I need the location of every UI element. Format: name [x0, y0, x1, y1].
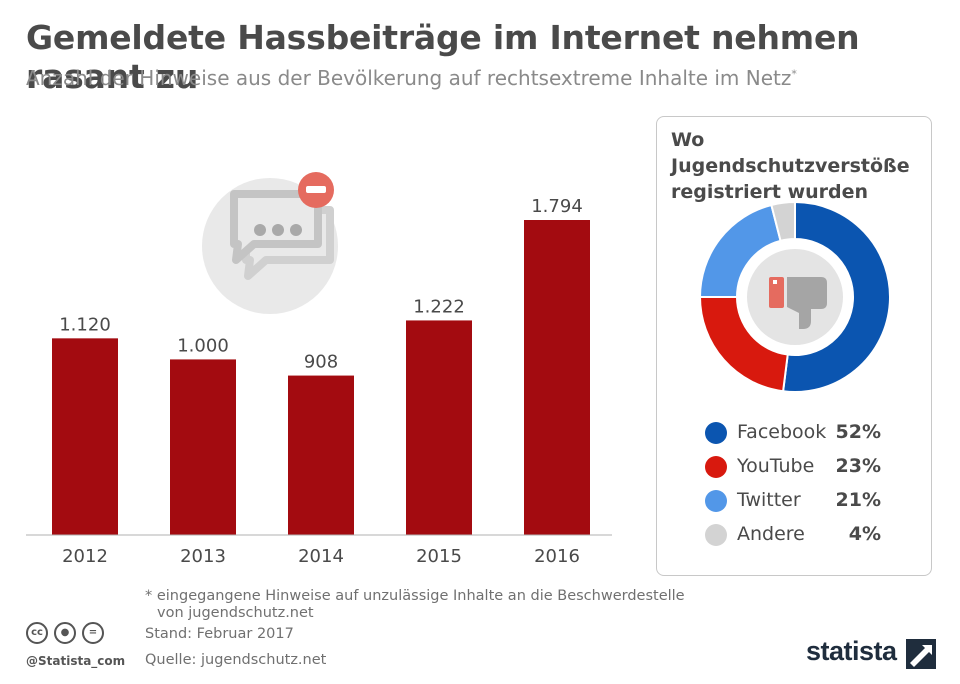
- no-derivatives-icon[interactable]: =: [82, 622, 104, 644]
- legend-label: Andere: [737, 523, 805, 545]
- legend-item-andere: Andere 4%: [657, 520, 933, 550]
- bar-2015: [406, 320, 472, 535]
- legend-value: 4%: [848, 523, 881, 545]
- legend-swatch: [705, 422, 727, 444]
- cc-icon[interactable]: cc: [26, 622, 48, 644]
- bar-value-label: 1.120: [59, 314, 111, 335]
- subtitle-text: Anzahl der Hinweise aus der Bevölkerung …: [26, 66, 792, 90]
- statista-wordmark: statista: [806, 636, 897, 666]
- legend-swatch: [705, 456, 727, 478]
- donut-chart: [698, 200, 891, 393]
- x-tick-label: 2013: [180, 546, 226, 567]
- comment-icon: [202, 172, 338, 314]
- attribution-icon[interactable]: ●: [54, 622, 76, 644]
- bar-chart: 1.120 1.000 908 1.222 1.794 2012 2013 2014 2015…: [26, 172, 612, 567]
- footnote-line-1: * eingegangene Hinweise auf unzulässige …: [145, 588, 685, 604]
- legend-swatch: [705, 524, 727, 546]
- statista-handle[interactable]: @Statista_com: [26, 654, 126, 668]
- bar-value-label: 908: [304, 352, 338, 373]
- page-subtitle: Anzahl der Hinweise aus der Bevölkerung …: [26, 66, 797, 90]
- bar-2014: [288, 375, 354, 535]
- bar-value-label: 1.000: [177, 335, 229, 356]
- footnote: * eingegangene Hinweise auf unzulässige …: [145, 588, 685, 622]
- x-axis-ticks: 2012 2013 2014 2015 2016: [62, 546, 580, 567]
- bars: [52, 220, 590, 535]
- legend-swatch: [705, 490, 727, 512]
- legend-value: 52%: [835, 421, 881, 443]
- legend-label: YouTube: [737, 455, 815, 477]
- x-tick-label: 2012: [62, 546, 108, 567]
- footnote-line-2: von jugendschutz.net: [157, 605, 314, 621]
- slice-andere: [770, 200, 796, 243]
- legend-value: 23%: [835, 455, 881, 477]
- license-icons: cc ● =: [26, 622, 110, 644]
- donut-title: Wo Jugendschutzverstöße registriert wurd…: [671, 129, 910, 203]
- legend-item-facebook: Facebook 52%: [657, 418, 933, 448]
- bar-value-label: 1.222: [413, 296, 465, 317]
- legend-item-twitter: Twitter 21%: [657, 486, 933, 516]
- stand-date: Stand: Februar 2017: [145, 626, 294, 642]
- subtitle-footnote-mark: *: [791, 67, 797, 81]
- donut-card: Wo Jugendschutzverstöße registriert wurd…: [656, 116, 932, 576]
- bar-2012: [52, 338, 118, 535]
- x-tick-label: 2014: [298, 546, 344, 567]
- bar-2013: [170, 359, 236, 535]
- page-title: Gemeldete Hassbeiträge im Internet nehme…: [26, 18, 860, 96]
- source-note: Quelle: jugendschutz.net: [145, 652, 327, 668]
- bar-value-label: 1.794: [531, 196, 583, 217]
- statista-mark-icon: [906, 639, 936, 669]
- legend-value: 21%: [835, 489, 881, 511]
- bar-2016: [524, 220, 590, 535]
- bar-labels: 1.120 1.000 908 1.222 1.794: [59, 196, 583, 373]
- legend-label: Twitter: [737, 489, 801, 511]
- legend-label: Facebook: [737, 421, 827, 443]
- x-tick-label: 2015: [416, 546, 462, 567]
- donut-slices: [698, 200, 891, 393]
- legend-item-youtube: YouTube 23%: [657, 452, 933, 482]
- thumbs-down-icon: [769, 277, 827, 329]
- x-tick-label: 2016: [534, 546, 580, 567]
- slice-facebook: [781, 200, 891, 393]
